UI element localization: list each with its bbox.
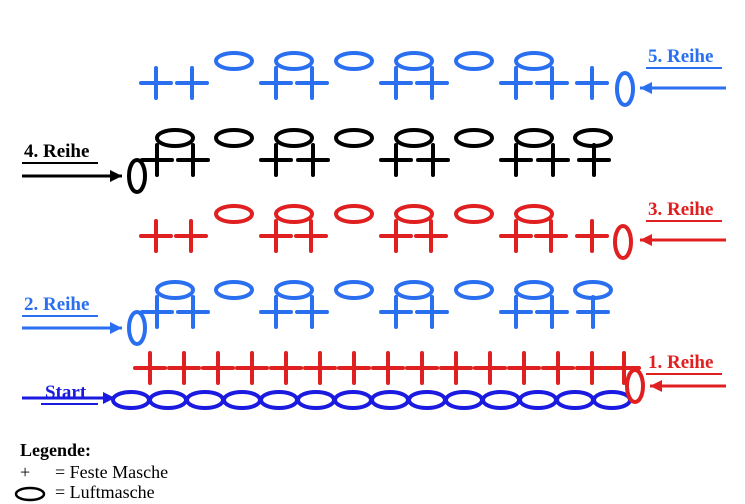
legend-title: Legende: (20, 440, 91, 460)
legend-cross-symbol: + (20, 462, 30, 482)
crochet-diagram: Start 1. Reihe 2. Reihe 3. Reihe 4. Reihe 5. … (0, 0, 745, 504)
legend-cross-label: = Feste Masche (55, 462, 168, 482)
legend-oval-label: = Luftmasche (55, 482, 155, 502)
label-row-1: 1. Reihe (648, 352, 713, 373)
label-row-5: 5. Reihe (648, 46, 713, 67)
label-row-2: 2. Reihe (24, 294, 89, 315)
label-row-4: 4. Reihe (24, 141, 89, 162)
background (0, 0, 745, 504)
label-row-3: 3. Reihe (648, 199, 713, 220)
label-start: Start (45, 382, 87, 403)
